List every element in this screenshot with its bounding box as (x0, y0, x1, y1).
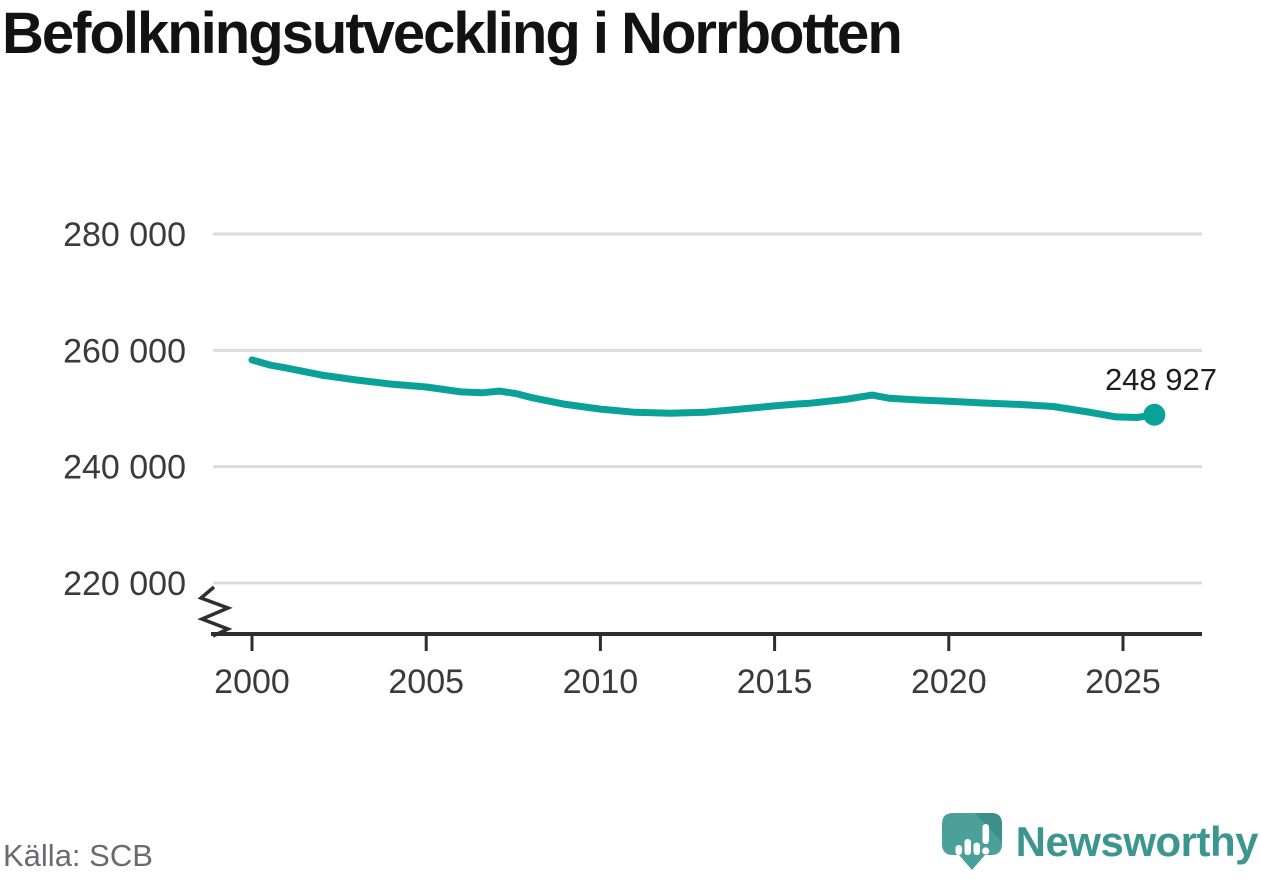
population-line (248, 356, 1158, 421)
y-axis-tick-label: 220 000 (63, 565, 186, 603)
source-note: Källa: SCB (3, 838, 153, 873)
x-axis-tick-label: 2020 (911, 663, 987, 701)
newsworthy-logo: Newsworthy (941, 812, 1259, 872)
exclamation-glyph (981, 824, 989, 855)
y-axis-break-icon (197, 585, 233, 638)
chart-title: Befolkningsutveckling i Norrbotten (2, 1, 903, 66)
y-axis-tick-label: 280 000 (63, 216, 186, 254)
newsworthy-wordmark: Newsworthy (1015, 818, 1259, 865)
x-axis-tick-label: 2000 (214, 663, 290, 701)
x-axis-tick-label: 2025 (1085, 663, 1161, 701)
end-value-label: 248 927 (1105, 362, 1217, 397)
end-point-dot (1143, 403, 1166, 426)
x-axis-tick-label: 2015 (737, 663, 813, 701)
bar-chart-glyph (955, 839, 980, 855)
y-axis-tick-label: 260 000 (63, 332, 186, 370)
newsworthy-logo-icon (941, 813, 1002, 870)
x-axis-tick-label: 2005 (388, 663, 464, 701)
y-axis-tick-label: 240 000 (63, 449, 186, 487)
x-axis-tick-label: 2010 (563, 663, 639, 701)
